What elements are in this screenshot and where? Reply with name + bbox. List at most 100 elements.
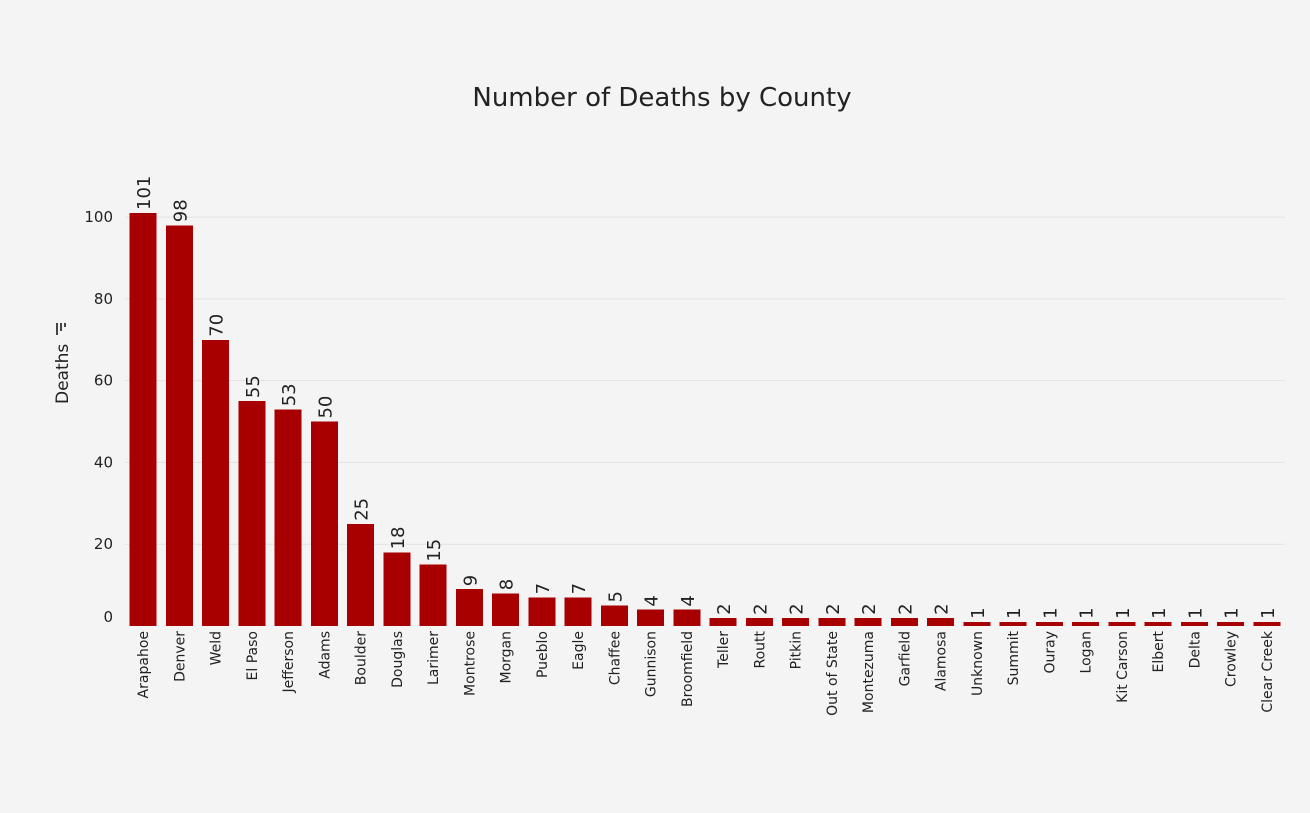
chart-title: Number of Deaths by County <box>472 83 851 113</box>
x-tick-label: Douglas <box>390 631 406 688</box>
x-tick-label: Ouray <box>1042 631 1058 674</box>
bar[interactable] <box>202 339 230 626</box>
bar[interactable] <box>492 593 520 626</box>
x-tick-label: Routt <box>752 630 768 668</box>
data-label: 9 <box>460 575 481 586</box>
bar[interactable] <box>455 589 483 626</box>
y-axis-ticks: 0 20 40 60 80 100 <box>84 208 113 626</box>
data-label: 5 <box>605 591 626 602</box>
bar[interactable] <box>383 552 411 626</box>
bar[interactable] <box>600 605 628 626</box>
y-tick-label: 40 <box>94 453 113 471</box>
bar[interactable] <box>129 212 157 626</box>
x-tick-label: Logan <box>1079 631 1095 673</box>
data-label: 18 <box>388 526 409 549</box>
bar[interactable] <box>564 597 592 626</box>
bar[interactable] <box>274 409 302 626</box>
x-tick-label: Delta <box>1187 631 1203 668</box>
bar[interactable] <box>854 617 882 626</box>
bar[interactable] <box>347 523 375 626</box>
bar[interactable] <box>1035 621 1063 626</box>
bar[interactable] <box>419 564 447 626</box>
data-label: 1 <box>968 607 989 618</box>
data-label: 7 <box>533 583 554 594</box>
bar[interactable] <box>238 401 266 626</box>
x-tick-label: Crowley <box>1224 631 1240 687</box>
bar[interactable] <box>673 609 701 626</box>
y-axis-title-group: Deaths <box>53 344 73 404</box>
y-tick-label: 60 <box>94 372 113 390</box>
data-label: 1 <box>1222 607 1243 618</box>
data-label: 4 <box>642 595 663 606</box>
x-tick-label: Larimer <box>426 631 442 685</box>
data-label: 15 <box>424 539 445 562</box>
bar[interactable] <box>1217 621 1245 626</box>
bar[interactable] <box>1144 621 1172 626</box>
bar[interactable] <box>528 597 556 626</box>
bar[interactable] <box>1072 621 1100 626</box>
data-label: 2 <box>932 603 953 614</box>
data-label: 2 <box>859 603 880 614</box>
x-tick-label: Elbert <box>1151 630 1167 672</box>
x-tick-label: Boulder <box>354 631 370 685</box>
data-label: 1 <box>1040 607 1061 618</box>
x-tick-label: Eagle <box>571 631 587 670</box>
x-tick-label: Unknown <box>970 631 986 696</box>
x-tick-label: Montrose <box>462 631 478 696</box>
data-label: 25 <box>352 498 373 521</box>
data-label: 53 <box>279 383 300 406</box>
x-tick-label: El Paso <box>245 631 261 680</box>
bars <box>129 212 1281 626</box>
y-tick-label: 0 <box>103 608 113 626</box>
data-label: 7 <box>569 583 590 594</box>
bar[interactable] <box>999 621 1027 626</box>
data-label: 2 <box>823 603 844 614</box>
y-tick-label: 20 <box>94 535 113 553</box>
data-label: 1 <box>1258 607 1279 618</box>
data-label: 8 <box>497 579 518 590</box>
bar[interactable] <box>637 609 665 626</box>
data-label: 1 <box>1185 607 1206 618</box>
y-axis-title: Deaths <box>53 344 73 404</box>
bar[interactable] <box>165 225 193 626</box>
sort-descending-icon[interactable] <box>56 323 66 335</box>
x-tick-label: Arapahoe <box>136 631 152 698</box>
data-label: 2 <box>895 603 916 614</box>
data-label: 1 <box>1149 607 1170 618</box>
bar[interactable] <box>1108 621 1136 626</box>
data-label: 2 <box>714 603 735 614</box>
x-tick-label: Alamosa <box>934 631 950 691</box>
data-label: 70 <box>207 314 228 337</box>
x-tick-label: Weld <box>209 631 225 665</box>
data-label: 1 <box>1113 607 1134 618</box>
bar[interactable] <box>310 421 338 626</box>
x-tick-label: Garfield <box>897 631 913 686</box>
data-label: 55 <box>243 375 264 398</box>
bar[interactable] <box>709 617 737 626</box>
x-tick-label: Broomfield <box>680 631 696 707</box>
data-label: 2 <box>787 603 808 614</box>
x-tick-label: Gunnison <box>644 631 660 697</box>
bar[interactable] <box>782 617 810 626</box>
bar[interactable] <box>1180 621 1208 626</box>
data-label: 2 <box>750 603 771 614</box>
bar[interactable] <box>963 621 991 626</box>
bar[interactable] <box>818 617 846 626</box>
bar[interactable] <box>927 617 955 626</box>
x-tick-label: Chaffee <box>607 631 623 685</box>
bar[interactable] <box>890 617 918 626</box>
bar[interactable] <box>1253 621 1281 626</box>
bar[interactable] <box>745 617 773 626</box>
x-tick-label: Clear Creek <box>1260 630 1276 713</box>
x-tick-label: Teller <box>716 631 732 669</box>
x-tick-label: Pueblo <box>535 631 551 678</box>
x-tick-label: Adams <box>317 631 333 679</box>
data-label: 1 <box>1004 607 1025 618</box>
y-tick-label: 100 <box>84 208 113 226</box>
x-tick-label: Kit Carson <box>1115 631 1131 703</box>
x-axis-ticks: Arapahoe Denver Weld El Paso Jefferson Adams B… <box>136 630 1276 716</box>
x-tick-label: Summit <box>1006 630 1022 685</box>
x-tick-label: Pitkin <box>789 631 805 669</box>
